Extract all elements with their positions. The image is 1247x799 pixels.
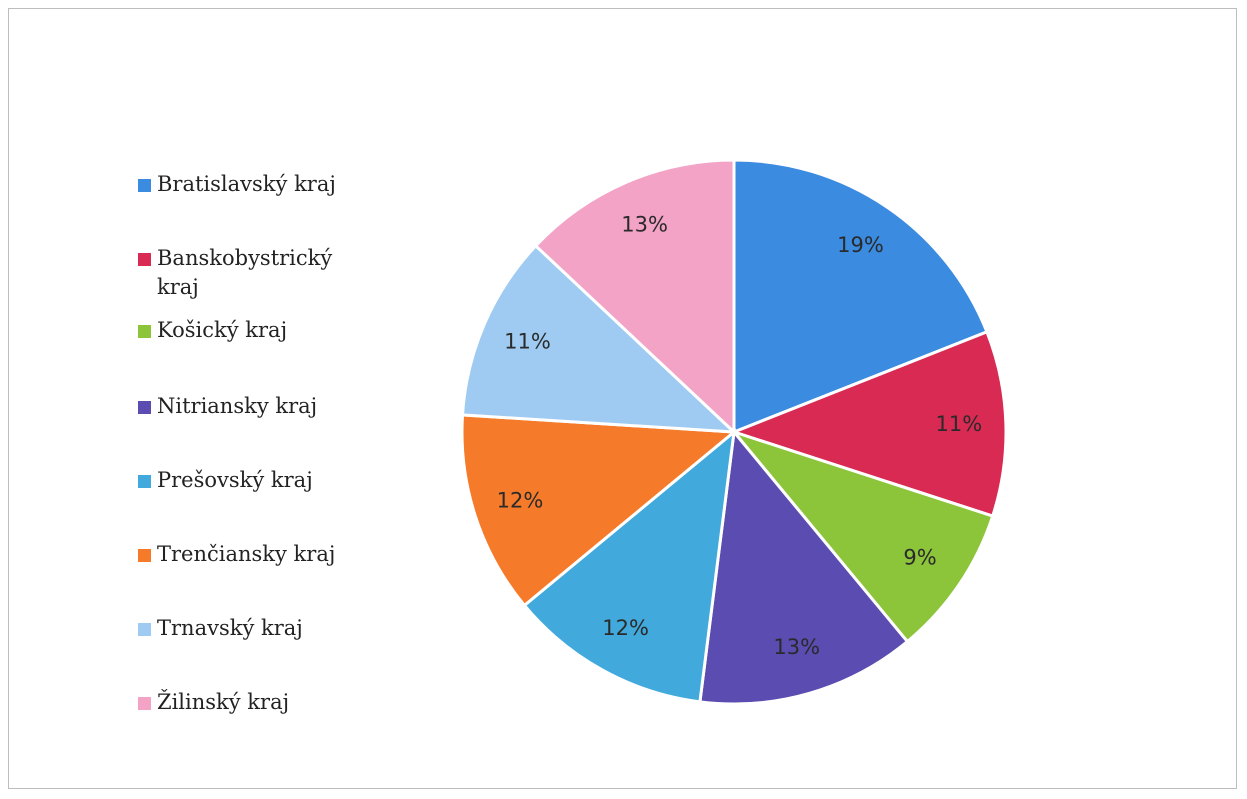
pie-slice-1 bbox=[732, 158, 989, 435]
legend-label-5: Prešovský kraj bbox=[157, 468, 313, 492]
legend-item-7: Trnavský kraj bbox=[138, 614, 378, 643]
legend-label-7: Trnavský kraj bbox=[157, 616, 303, 640]
legend-label-2: Banskobystrický kraj bbox=[157, 246, 333, 299]
legend-label-4: Nitriansky kraj bbox=[157, 394, 318, 418]
data-label-3: 9% bbox=[903, 545, 936, 569]
legend-item-1: Bratislavský kraj bbox=[138, 170, 378, 199]
legend-item-4: Nitriansky kraj bbox=[138, 392, 378, 421]
legend-swatch-4 bbox=[138, 401, 151, 414]
data-label-2: 11% bbox=[936, 412, 983, 436]
legend-item-3: Košický kraj bbox=[138, 316, 378, 345]
legend-swatch-6 bbox=[138, 549, 151, 562]
legend-item-2: Banskobystrický kraj bbox=[138, 244, 378, 302]
legend-label-6: Trenčiansky kraj bbox=[157, 542, 336, 566]
pie-slice-6 bbox=[460, 413, 738, 608]
legend-label-8: Žilinský kraj bbox=[157, 690, 290, 714]
legend-swatch-7 bbox=[138, 623, 151, 636]
pie-slice-5 bbox=[522, 428, 736, 704]
pie-slice-8 bbox=[533, 158, 736, 436]
data-label-6: 12% bbox=[497, 489, 544, 513]
data-label-1: 19% bbox=[837, 233, 884, 257]
data-label-8: 13% bbox=[621, 213, 668, 237]
legend-label-1: Bratislavský kraj bbox=[157, 172, 336, 196]
legend-item-8: Žilinský kraj bbox=[138, 688, 378, 717]
data-label-7: 11% bbox=[504, 330, 551, 354]
legend-item-6: Trenčiansky kraj bbox=[138, 540, 378, 569]
pie-slice-2 bbox=[729, 329, 1008, 518]
legend-swatch-2 bbox=[138, 253, 151, 266]
pie-slice-7 bbox=[460, 243, 739, 434]
pie-slice-3 bbox=[729, 428, 995, 644]
legend-item-5: Prešovský kraj bbox=[138, 466, 378, 495]
legend-swatch-5 bbox=[138, 475, 151, 488]
legend-swatch-8 bbox=[138, 697, 151, 710]
data-label-4: 13% bbox=[773, 635, 820, 659]
legend-swatch-3 bbox=[138, 325, 151, 338]
legend-label-3: Košický kraj bbox=[157, 318, 288, 342]
pie-slice-4 bbox=[698, 428, 910, 706]
legend-swatch-1 bbox=[138, 179, 151, 192]
data-label-5: 12% bbox=[602, 616, 649, 640]
